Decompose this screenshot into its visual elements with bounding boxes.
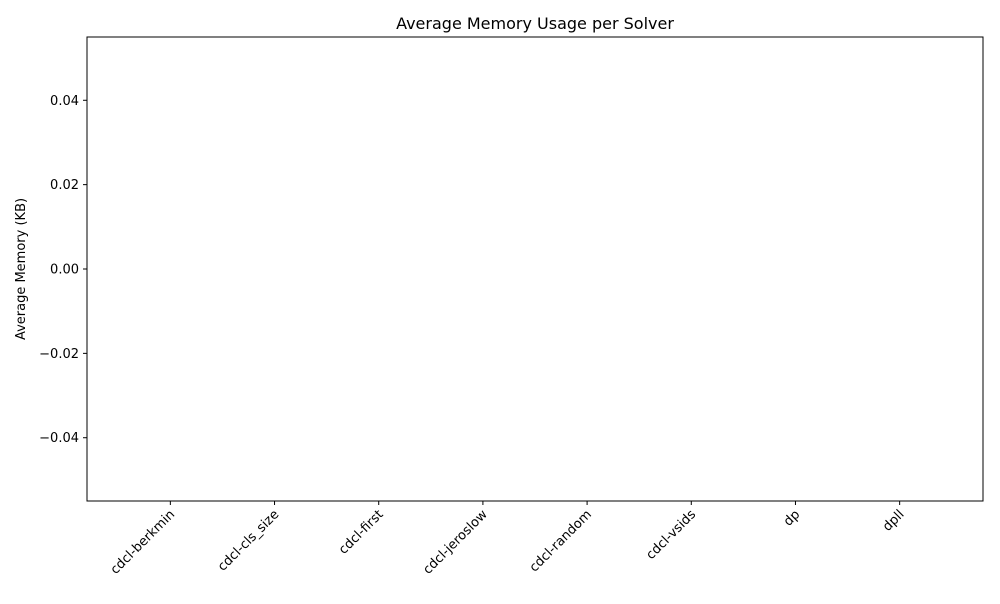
x-axis-ticks: cdcl-berkmin cdcl-cls_size cdcl-first cdcl-…	[108, 501, 907, 578]
x-tick-label: dp	[781, 507, 803, 529]
x-tick-label: cdcl-berkmin	[108, 507, 178, 577]
y-tick-label: −0.02	[39, 347, 79, 362]
x-tick-label: cdcl-cls_size	[215, 507, 282, 574]
x-tick-label: cdcl-first	[336, 507, 386, 557]
chart-title: Average Memory Usage per Solver	[396, 14, 674, 33]
y-axis-label: Average Memory (KB)	[14, 198, 29, 340]
x-tick-label: dpll	[880, 507, 907, 534]
x-tick-label: cdcl-random	[527, 507, 595, 575]
x-tick-label: cdcl-jeroslow	[420, 507, 491, 578]
y-tick-label: 0.00	[50, 263, 79, 278]
y-axis-ticks: −0.04 −0.02 0.00 0.02 0.04	[39, 94, 87, 446]
x-tick-label: cdcl-vsids	[644, 507, 700, 563]
y-tick-label: 0.04	[50, 94, 79, 109]
y-tick-label: −0.04	[39, 431, 79, 446]
y-tick-label: 0.02	[50, 178, 79, 193]
plot-area-frame	[86, 36, 984, 502]
